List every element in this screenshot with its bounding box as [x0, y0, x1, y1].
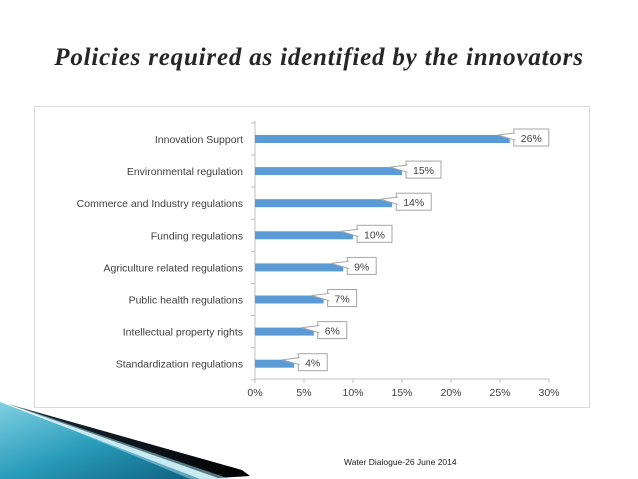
bar	[255, 135, 510, 143]
x-tick-label: 5%	[296, 387, 311, 399]
data-label: 9%	[354, 261, 369, 273]
data-label: 4%	[305, 358, 320, 370]
bar	[255, 295, 324, 304]
dark-swoosh	[8, 404, 250, 478]
category-label: Agriculture related regulations	[104, 262, 244, 274]
x-tick-label: 20%	[440, 387, 461, 399]
data-label: 15%	[413, 165, 434, 177]
bar	[255, 359, 295, 368]
bar	[255, 167, 402, 176]
data-label: 14%	[403, 197, 424, 209]
footer-note: Water Dialogue-26 June 2014	[344, 457, 457, 467]
bar	[255, 263, 344, 272]
bar	[255, 327, 314, 336]
category-label: Funding regulations	[151, 230, 243, 242]
corner-swoosh-decoration	[0, 400, 250, 479]
category-label: Environmental regulation	[127, 166, 243, 178]
category-label: Commerce and Industry regulations	[77, 198, 243, 210]
data-label: 10%	[364, 229, 385, 241]
x-tick-label: 15%	[391, 387, 412, 399]
x-tick-label: 25%	[489, 387, 510, 399]
slide-title: Policies required as identified by the i…	[54, 44, 584, 71]
data-label: 26%	[521, 133, 542, 145]
category-label: Innovation Support	[155, 134, 243, 146]
data-label: 6%	[325, 326, 340, 338]
data-label: 7%	[335, 294, 350, 306]
category-label: Standardization regulations	[116, 359, 243, 371]
bar-chart: 0% 5% 10% 15% 20% 25% 30% Innovation Support 26%…	[77, 121, 560, 399]
category-label: Intellectual property rights	[123, 327, 243, 339]
x-tick-label: 10%	[342, 387, 363, 399]
category-label: Public health regulations	[129, 295, 243, 307]
bar	[255, 231, 353, 240]
chart-area: 0% 5% 10% 15% 20% 25% 30% Innovation Support 26%…	[34, 106, 590, 408]
bar	[255, 199, 393, 208]
x-tick-label: 30%	[538, 387, 559, 399]
x-tick-label: 0%	[247, 387, 262, 399]
